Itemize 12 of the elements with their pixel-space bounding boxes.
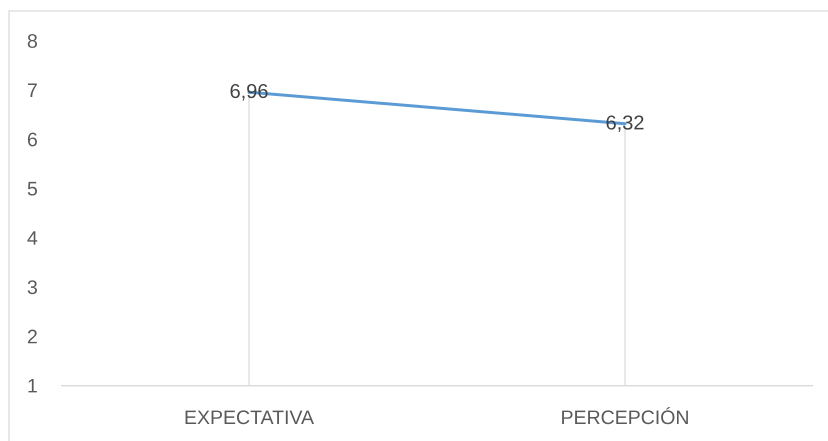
y-tick-label: 6	[28, 132, 37, 146]
y-tick-label: 2	[28, 330, 37, 344]
y-tick-label: 8	[28, 34, 37, 48]
y-tick-label: 5	[28, 182, 37, 196]
x-tick-label: PERCEPCIÓN	[562, 407, 688, 424]
x-tick-label: EXPECTATIVA	[186, 410, 314, 424]
data-label: 6,32	[606, 115, 644, 132]
data-label: 6,96	[230, 84, 268, 100]
y-tick-label: 3	[28, 280, 37, 294]
y-tick-label: 7	[28, 84, 37, 97]
y-tick-label: 1	[28, 378, 37, 392]
y-tick-label: 4	[27, 231, 38, 245]
